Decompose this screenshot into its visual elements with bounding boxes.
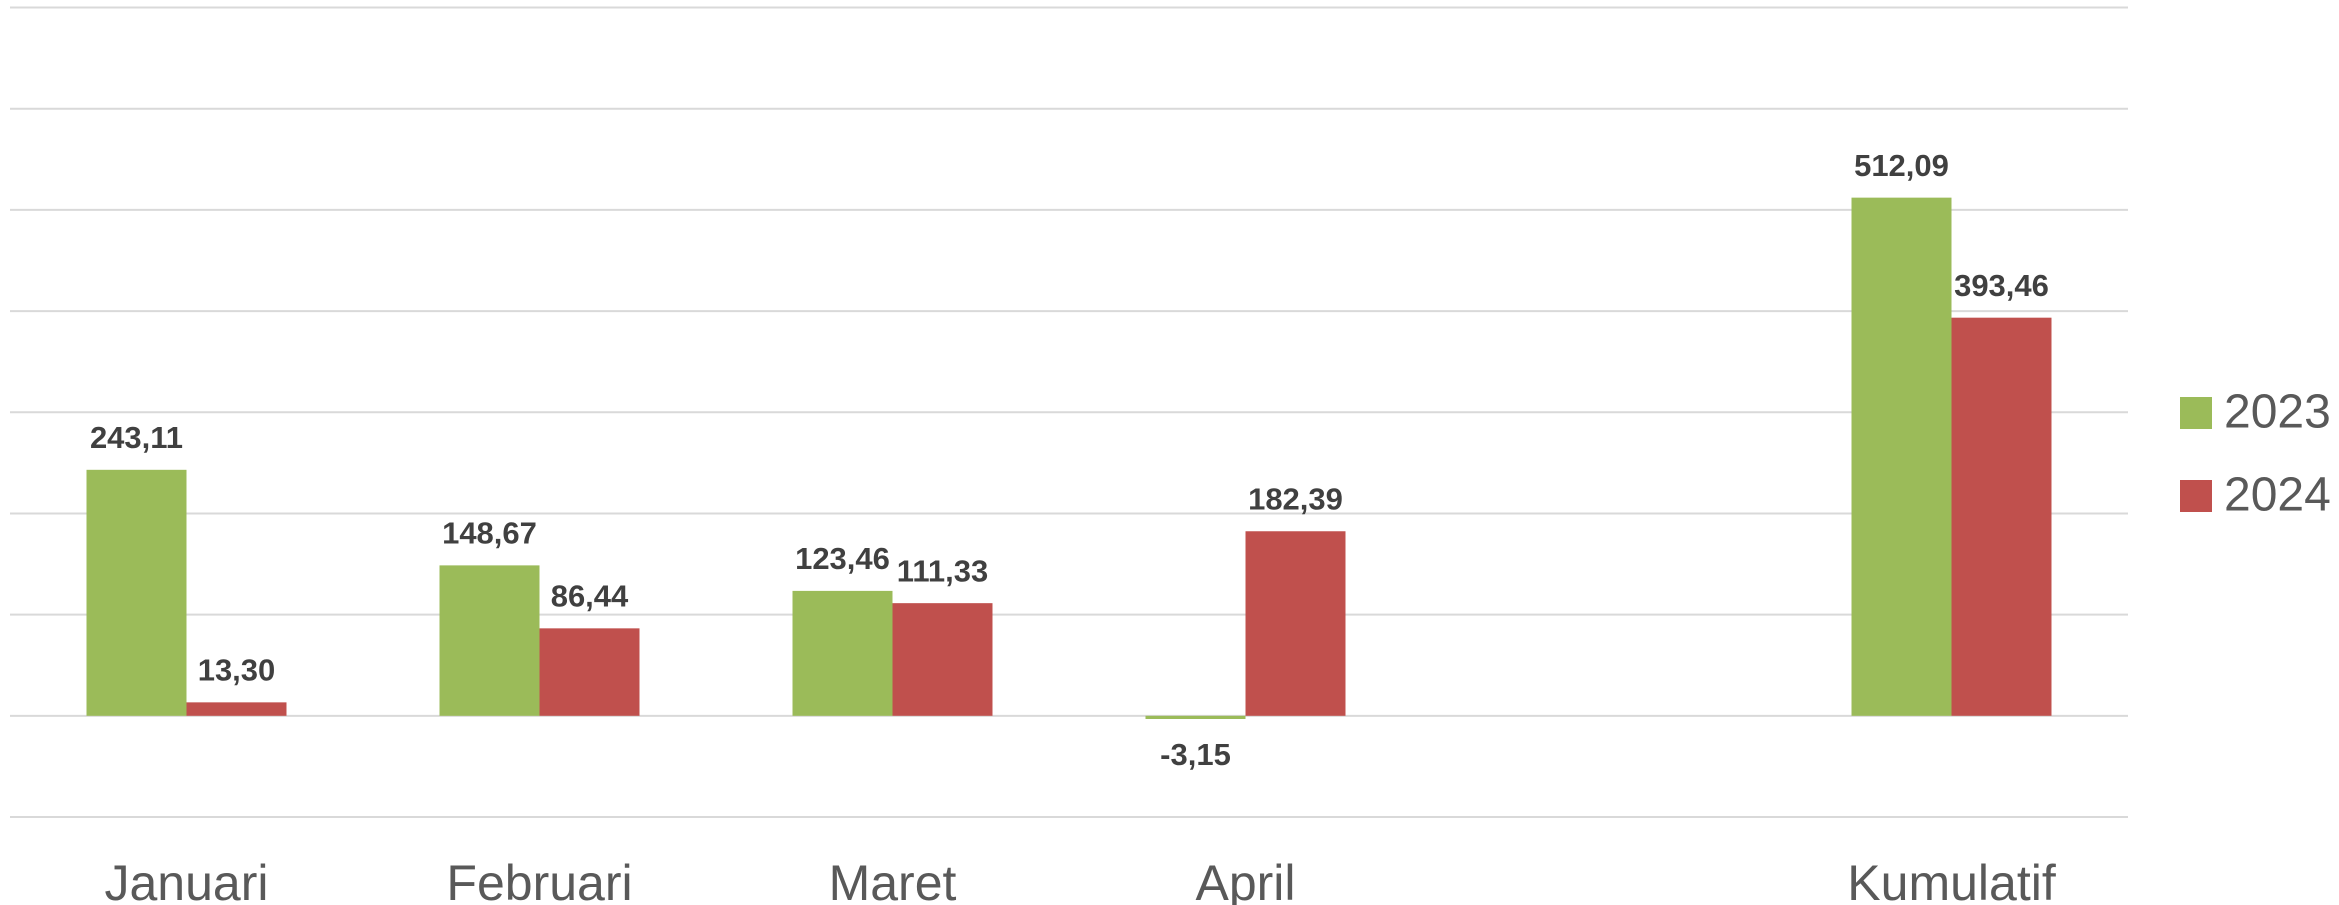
data-label: 123,46: [795, 541, 890, 576]
data-label: 148,67: [442, 516, 537, 551]
bar: [1145, 715, 1246, 719]
data-label: -3,15: [1160, 737, 1231, 772]
bar: [539, 628, 640, 716]
data-label: 13,30: [198, 653, 276, 688]
data-label: 182,39: [1248, 481, 1343, 516]
x-tick-label: Februari: [446, 855, 632, 905]
data-label: 86,44: [551, 579, 629, 614]
data-label: 393,46: [1954, 268, 2049, 303]
bar: [439, 565, 540, 716]
bar: [1851, 197, 1952, 716]
data-label: 512,09: [1854, 148, 1949, 183]
bar: [892, 603, 993, 716]
bar: [792, 590, 893, 716]
bar: [186, 702, 287, 716]
x-tick-label: April: [1195, 855, 1295, 905]
legend-swatch: [2180, 397, 2212, 429]
bar: [1245, 531, 1346, 716]
data-label: 111,33: [897, 553, 988, 588]
x-tick-label: Januari: [105, 855, 269, 905]
x-tick-label: Kumulatif: [1847, 855, 2056, 905]
bar: [86, 469, 187, 716]
x-tick-label: Maret: [829, 855, 957, 905]
legend-label: 2024: [2224, 469, 2331, 522]
bar: [1951, 317, 2052, 716]
legend-swatch: [2180, 480, 2212, 512]
legend-label: 2023: [2224, 386, 2331, 439]
data-label: 243,11: [90, 420, 183, 455]
